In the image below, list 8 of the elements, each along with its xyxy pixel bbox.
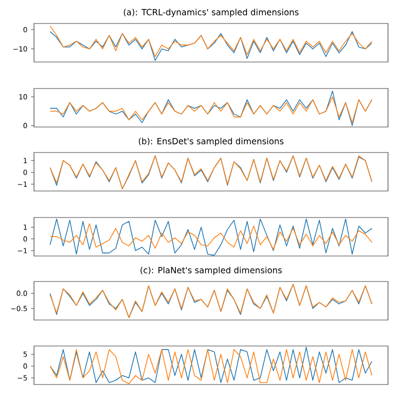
chart-title: (a): TCRL-dynamics' sampled dimensions bbox=[124, 8, 298, 17]
line-series bbox=[50, 155, 372, 190]
line-series bbox=[50, 218, 372, 256]
chart-title: (b): EnsDet's sampled dimensions bbox=[138, 138, 284, 146]
line-series bbox=[50, 223, 372, 250]
line-series bbox=[50, 96, 372, 124]
line-series bbox=[50, 284, 372, 318]
chart-title: (c): PlaNet's sampled dimensions bbox=[140, 266, 282, 275]
